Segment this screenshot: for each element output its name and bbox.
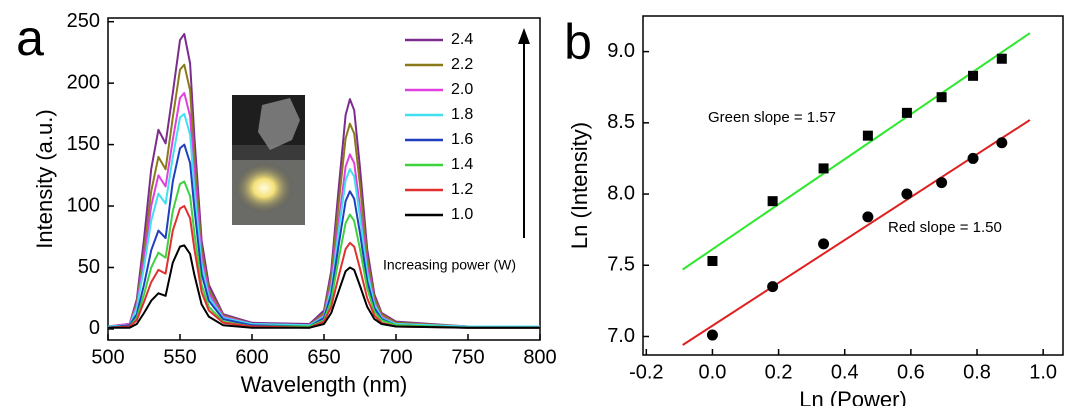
y-tick-label: 0: [89, 317, 100, 339]
legend-label: 2.4: [451, 31, 473, 48]
x-tick-label: 700: [379, 346, 412, 368]
legend-label: 2.2: [451, 56, 473, 73]
y-tick-label: 8.0: [607, 182, 635, 204]
annotation: Increasing power (W): [383, 257, 516, 273]
x-tick-label: 0.0: [699, 361, 727, 383]
legend-label: 2.0: [451, 81, 473, 98]
legend-label: 1.8: [451, 106, 473, 123]
legend-label: 1.0: [451, 206, 473, 223]
square-point: [936, 92, 947, 103]
x-tick-label: 0.2: [765, 361, 793, 383]
x-tick-label: 750: [451, 346, 484, 368]
x-tick-label: 0.4: [831, 361, 859, 383]
annotation: Red slope = 1.50: [888, 219, 1002, 236]
plot-frame: [642, 15, 1064, 356]
power-arrow: [518, 28, 530, 238]
x-tick-label: 600: [235, 346, 268, 368]
y-tick-label: 7.5: [607, 254, 635, 276]
x-axis-title: Wavelength (nm): [241, 372, 408, 397]
y-axis-title: Intensity (a.u.): [32, 109, 57, 248]
inset-photo: [232, 95, 305, 225]
spectrum-line: [107, 63, 540, 328]
y-tick-label: 7.0: [607, 325, 635, 347]
x-axis-title: Ln (Power): [799, 387, 907, 406]
y-tick-label: 100: [67, 194, 100, 216]
square-point: [862, 130, 873, 141]
circle-point: [901, 188, 913, 200]
x-tick-label: 1.0: [1029, 361, 1057, 383]
legend-label: 1.6: [451, 131, 473, 148]
legend-label: 1.2: [451, 181, 473, 198]
circle-point: [862, 211, 874, 223]
spectrum-line: [107, 33, 540, 328]
y-tick-label: 9.0: [607, 40, 635, 62]
y-tick-label: 150: [67, 133, 100, 155]
square-point: [818, 163, 829, 174]
panel-label: a: [16, 10, 44, 66]
y-axis-title: Ln (Intensity): [567, 122, 592, 249]
square-point: [707, 255, 718, 266]
x-tick-label: 800: [523, 346, 556, 368]
spectrum-line: [107, 112, 540, 328]
square-point: [996, 53, 1007, 64]
y-tick-label: 8.5: [607, 111, 635, 133]
x-tick-label: 0.8: [963, 361, 991, 383]
x-tick-label: 0.6: [897, 361, 925, 383]
circle-point: [818, 238, 830, 250]
square-point: [901, 107, 912, 118]
x-tick-label: 550: [163, 346, 196, 368]
y-tick-label: 50: [78, 256, 100, 278]
legend-label: 1.4: [451, 156, 473, 173]
panel-label: b: [564, 14, 592, 70]
square-point: [767, 196, 778, 207]
square-point: [968, 70, 979, 81]
circle-point: [767, 281, 779, 293]
x-tick-label: -0.2: [629, 361, 663, 383]
spectrum-line: [107, 143, 540, 329]
circle-point: [706, 329, 718, 341]
circle-point: [967, 152, 979, 164]
y-tick-label: 200: [67, 71, 100, 93]
spectrum-line: [107, 205, 540, 329]
spectrum-line: [108, 244, 540, 329]
x-tick-label: 650: [307, 346, 340, 368]
annotation: Green slope = 1.57: [708, 109, 836, 126]
y-tick-label: 250: [67, 10, 100, 32]
circle-point: [996, 137, 1008, 149]
x-tick-label: 500: [91, 346, 124, 368]
circle-point: [936, 177, 948, 189]
